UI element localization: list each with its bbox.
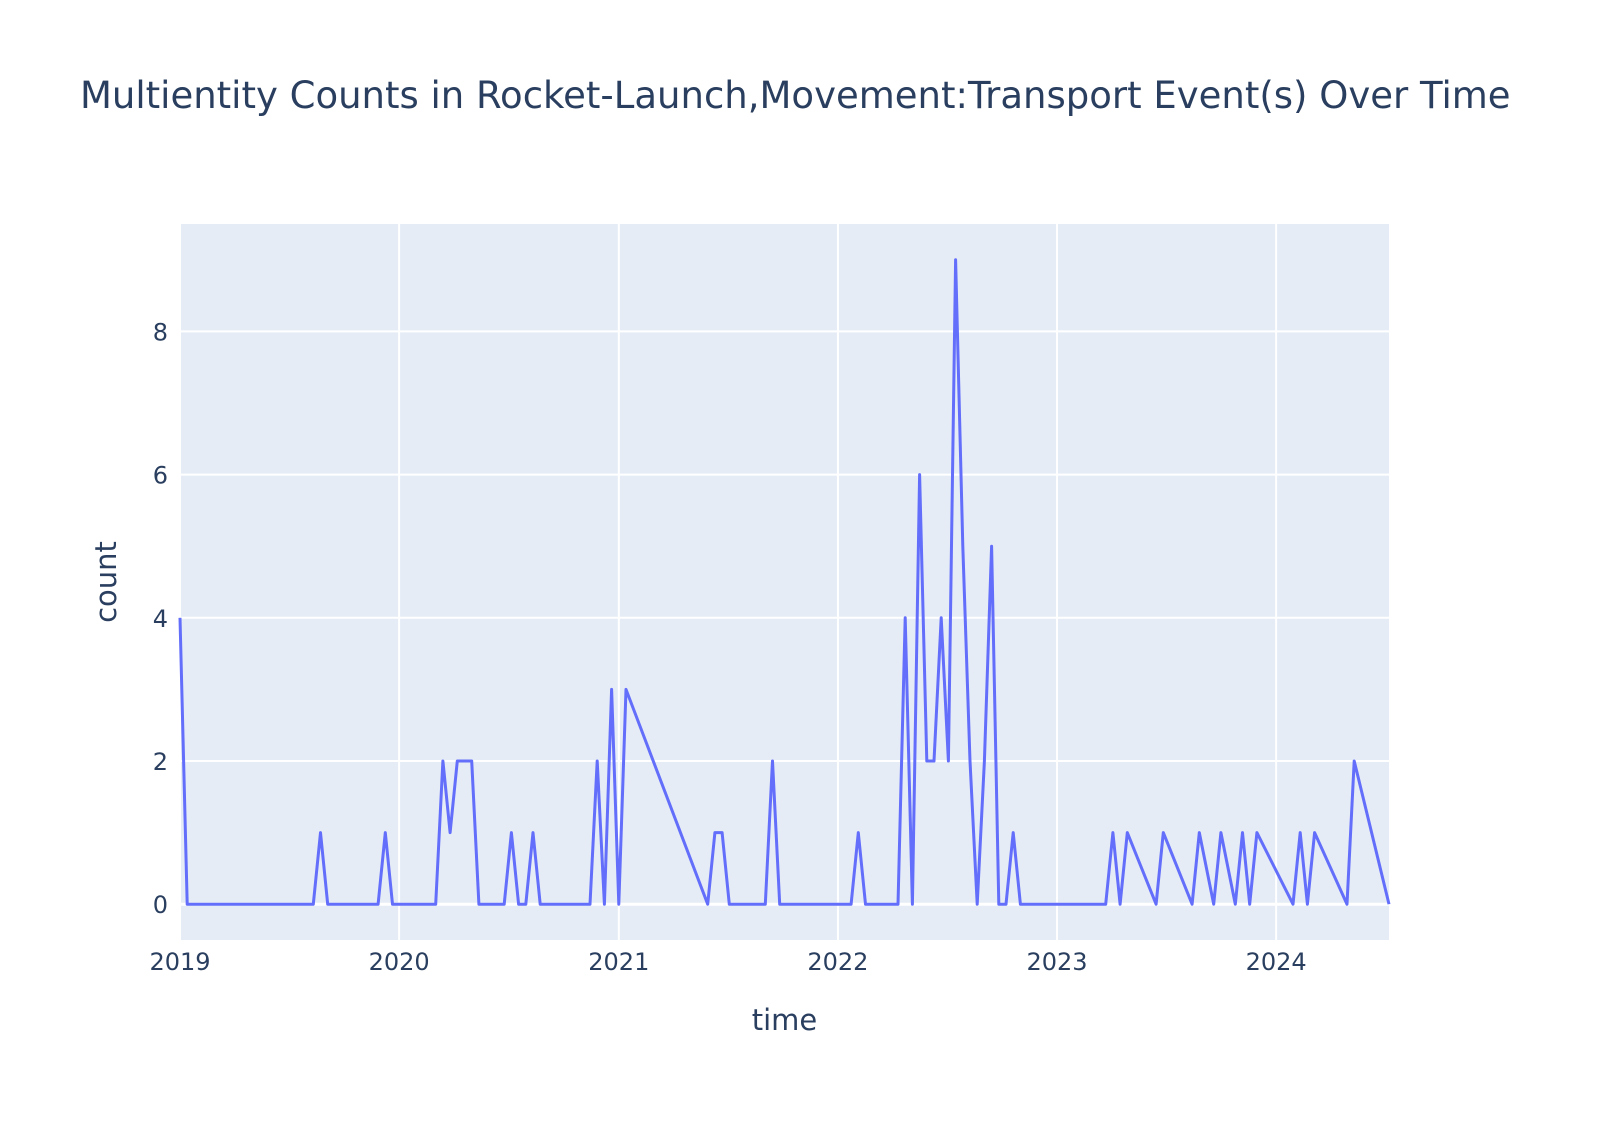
tick-labels: 2019 2020 2021 2022 2023 2024 0 2 4 6 8 [149,318,1306,976]
y-tick-label: 0 [153,891,168,919]
y-tick-label: 6 [153,462,168,490]
x-axis-title: time [752,1003,818,1037]
chart-title: Multientity Counts in Rocket-Launch,Move… [80,74,1511,117]
series-layer [178,258,1391,906]
series-line [178,258,1391,906]
y-tick-label: 2 [153,748,168,776]
x-tick-label: 2023 [1026,948,1087,976]
x-tick-label: 2022 [807,948,868,976]
y-tick-label: 8 [153,318,168,346]
x-tick-label: 2024 [1246,948,1307,976]
y-axis-title: count [89,541,123,623]
x-tick-label: 2020 [369,948,430,976]
plot-area [180,224,1389,940]
y-tick-label: 4 [153,605,168,633]
x-tick-label: 2021 [588,948,649,976]
x-tick-label: 2019 [149,948,210,976]
